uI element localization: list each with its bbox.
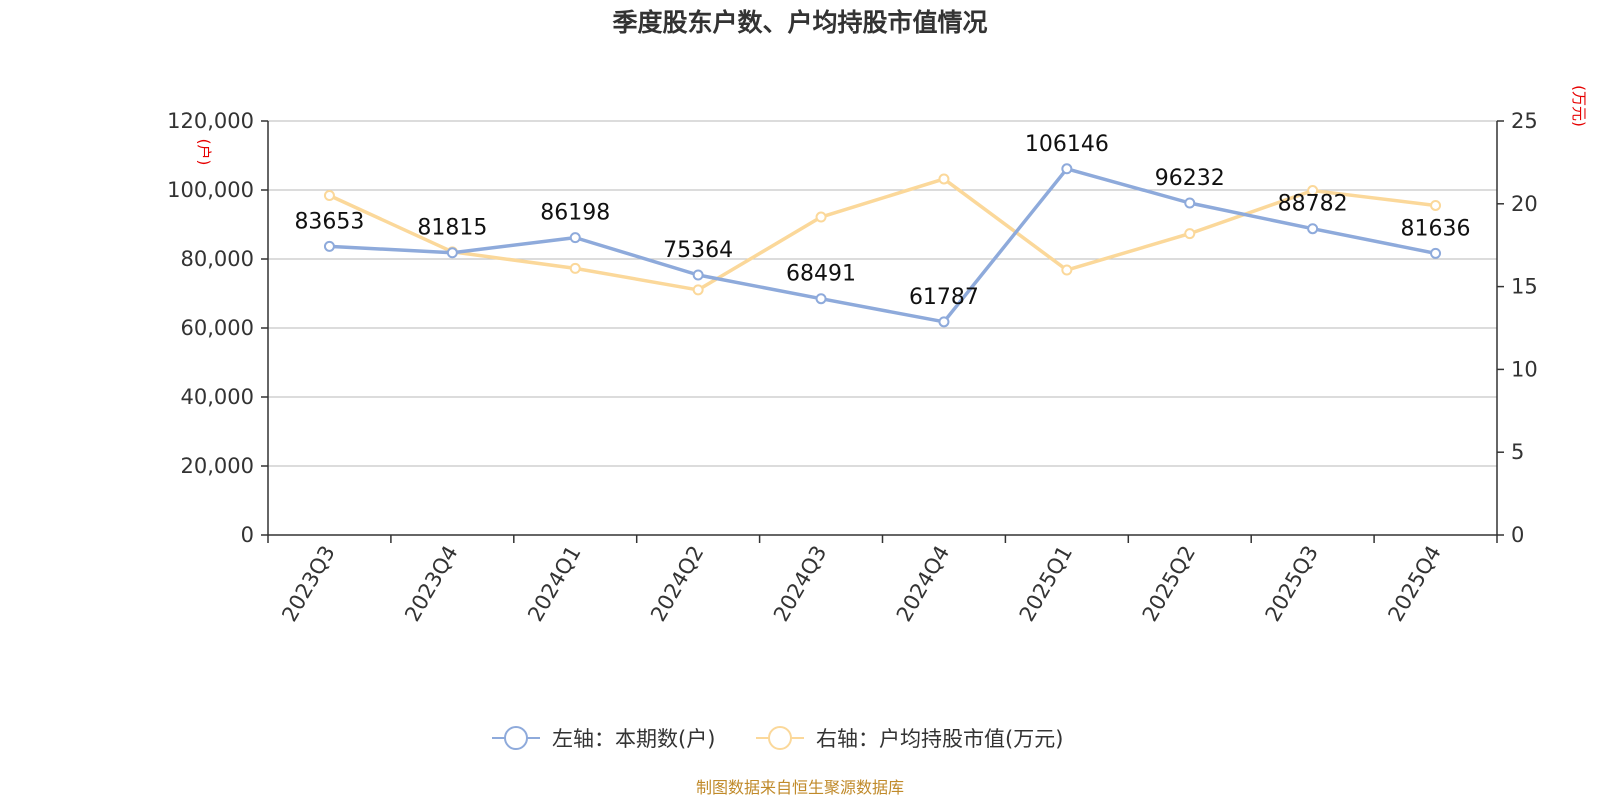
data-point-shareholders[interactable]: [1307, 223, 1319, 235]
data-point-avg-value[interactable]: [1184, 228, 1196, 240]
legend[interactable]: 左轴：本期数(户) 右轴：户均持股市值(万元): [492, 726, 1063, 751]
left-tick-label: 0: [241, 523, 254, 547]
data-label: 88782: [1278, 192, 1348, 217]
series-line-avg-value: [328, 177, 1436, 292]
legend-marker-right: [768, 726, 792, 750]
data-point-avg-value[interactable]: [938, 173, 950, 185]
x-tick-label: 2024Q1: [523, 542, 585, 626]
left-tick-label: 40,000: [181, 385, 254, 409]
data-point-shareholders[interactable]: [938, 316, 950, 328]
data-point-shareholders[interactable]: [1061, 163, 1073, 175]
data-point-avg-value[interactable]: [1307, 185, 1319, 197]
x-tick-label: 2025Q2: [1138, 542, 1200, 626]
data-point-avg-value[interactable]: [692, 284, 704, 296]
left-tick-label: 80,000: [181, 247, 254, 271]
right-tick-label: 25: [1511, 109, 1538, 133]
right-tick-label: 15: [1511, 275, 1538, 299]
x-tick-label: 2024Q2: [646, 542, 708, 626]
data-point-shareholders[interactable]: [569, 232, 581, 244]
data-label: 86198: [540, 201, 610, 226]
legend-marker-left: [504, 726, 528, 750]
data-label: 81815: [417, 216, 487, 241]
legend-item-left-series[interactable]: 左轴：本期数(户): [492, 726, 715, 751]
left-tick-label: 60,000: [181, 316, 254, 340]
x-tick-label: 2025Q3: [1261, 542, 1323, 626]
series-layer: [323, 163, 1442, 328]
data-point-shareholders[interactable]: [815, 293, 827, 305]
left-axis-unit: (户): [195, 139, 213, 166]
legend-item-right-series[interactable]: 右轴：户均持股市值(万元): [756, 726, 1063, 751]
data-point-avg-value[interactable]: [1061, 264, 1073, 276]
data-labels: 83653 81815 86198 75364 68491 61787 106146 9623…: [294, 132, 1470, 310]
data-label: 96232: [1155, 166, 1225, 191]
right-tick-label: 5: [1511, 440, 1524, 464]
legend-label-left: 左轴：本期数(户): [552, 727, 715, 751]
x-tick-label: 2024Q3: [769, 542, 831, 626]
left-tick-label: 20,000: [181, 454, 254, 478]
data-label: 68491: [786, 262, 856, 287]
data-point-shareholders[interactable]: [1430, 247, 1442, 259]
right-axis-unit: (万元): [1570, 85, 1588, 127]
data-label: 106146: [1025, 132, 1109, 157]
data-point-avg-value[interactable]: [1430, 199, 1442, 211]
data-point-shareholders[interactable]: [1184, 197, 1196, 209]
right-tick-label: 20: [1511, 192, 1538, 216]
x-tick-label: 2025Q4: [1383, 542, 1445, 626]
right-tick-label: 10: [1511, 357, 1538, 381]
data-label: 83653: [294, 209, 364, 234]
data-label: 81636: [1401, 216, 1471, 241]
legend-label-right: 右轴：户均持股市值(万元): [816, 727, 1063, 751]
data-point-shareholders[interactable]: [446, 247, 458, 259]
x-tick-label: 2023Q3: [277, 542, 339, 626]
data-label: 75364: [663, 238, 733, 263]
right-axis-ticks: 0 5 10 15 20 25: [1497, 109, 1538, 547]
data-point-avg-value[interactable]: [569, 262, 581, 274]
chart-title: 季度股东户数、户均持股市值情况: [612, 8, 987, 37]
x-axis-ticks: 2023Q3 2023Q4 2024Q1 2024Q2 2024Q3 2024Q4 2025…: [267, 535, 1498, 626]
data-point-shareholders[interactable]: [692, 269, 704, 281]
x-tick-label: 2024Q4: [892, 541, 954, 625]
data-point-avg-value[interactable]: [323, 190, 335, 202]
x-tick-label: 2025Q1: [1015, 542, 1077, 626]
x-tick-label: 2023Q4: [400, 542, 462, 626]
data-point-shareholders[interactable]: [323, 240, 335, 252]
left-axis-ticks: 0 20,000 40,000 60,000 80,000 100,000 120,000: [167, 109, 268, 547]
left-tick-label: 100,000: [167, 178, 254, 202]
grid-lines: [268, 120, 1497, 467]
data-source-footer: 制图数据来自恒生聚源数据库: [696, 778, 904, 797]
left-tick-label: 120,000: [167, 109, 254, 133]
series-line-shareholders: [329, 167, 1436, 324]
data-point-avg-value[interactable]: [815, 211, 827, 223]
data-label: 61787: [909, 285, 979, 310]
right-tick-label: 0: [1511, 523, 1524, 547]
